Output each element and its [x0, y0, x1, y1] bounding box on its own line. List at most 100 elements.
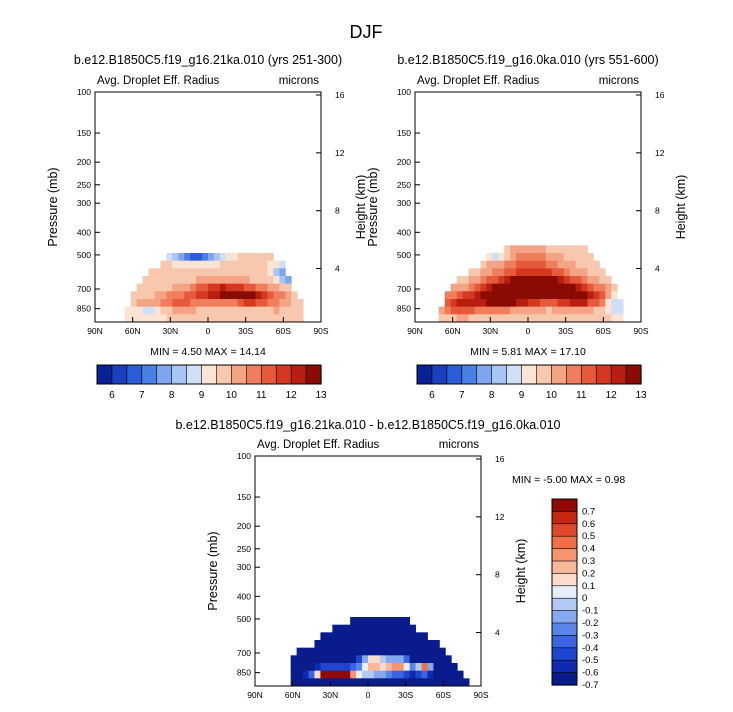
- field-cell: [332, 678, 339, 687]
- field-cell: [498, 314, 505, 323]
- x-tick-label: 60N: [285, 690, 301, 700]
- field-cell: [172, 260, 179, 269]
- field-cell: [290, 655, 298, 664]
- field-cell: [219, 283, 227, 292]
- field-cell: [569, 299, 576, 308]
- colorbar-label: 9: [519, 390, 525, 401]
- field-cell: [350, 632, 357, 641]
- panel-units-label: microns: [279, 75, 320, 87]
- field-cell: [196, 260, 203, 269]
- field-cell: [403, 663, 411, 672]
- field-cell: [545, 283, 553, 292]
- field-cell: [492, 299, 499, 308]
- y-tick-label: 150: [397, 128, 411, 138]
- field-cell: [599, 314, 606, 323]
- field-cell: [356, 670, 363, 679]
- field-cell: [403, 670, 411, 679]
- field-cell: [563, 253, 571, 262]
- field-cell: [439, 670, 446, 679]
- field-cell: [551, 283, 559, 292]
- field-cell: [397, 632, 405, 641]
- field-cell: [362, 640, 369, 649]
- x-tick-label: 60S: [276, 326, 291, 336]
- y-axis-title: Pressure (mb): [46, 167, 60, 246]
- field-cell: [510, 260, 517, 269]
- colorbar-swatch: [551, 610, 578, 624]
- field-cell: [575, 268, 582, 277]
- field-cell: [480, 260, 487, 269]
- field-cell: [611, 314, 618, 323]
- field-cell: [379, 647, 387, 656]
- field-cell: [225, 291, 233, 300]
- field-cell: [581, 245, 588, 254]
- field-cell: [202, 299, 209, 308]
- y-tick-label: 200: [77, 157, 91, 167]
- field-cell: [160, 291, 167, 300]
- colorbar-label: 13: [315, 390, 327, 401]
- field-cell: [397, 647, 405, 656]
- field-cell: [314, 670, 321, 679]
- field-cell: [468, 314, 475, 323]
- field-cell: [593, 268, 600, 277]
- field-cell: [160, 268, 167, 277]
- y-tick-label: 500: [237, 614, 251, 624]
- field-cell: [421, 678, 428, 687]
- field-cell: [445, 663, 452, 672]
- colorbar-swatch: [610, 364, 627, 385]
- field-cell: [255, 291, 262, 300]
- y2-axis-title: Height (km): [674, 175, 688, 240]
- field-cell: [587, 253, 594, 262]
- field-cell: [148, 283, 155, 292]
- field-cell: [202, 253, 209, 262]
- field-cell: [231, 283, 239, 292]
- field-cell: [486, 268, 493, 277]
- colorbar-label: 12: [286, 390, 298, 401]
- field-cell: [368, 624, 375, 633]
- field-cell: [296, 663, 303, 672]
- field-cell: [166, 283, 173, 292]
- colorbar-label: 10: [546, 390, 558, 401]
- colorbar-swatch: [551, 585, 578, 599]
- field-cell: [563, 314, 571, 323]
- field-cell: [415, 632, 422, 641]
- colorbar-swatch: [186, 364, 203, 385]
- y-tick-label: 150: [237, 492, 251, 502]
- field-cell: [557, 253, 565, 262]
- field-cell: [438, 314, 446, 323]
- field-cell: [450, 306, 458, 315]
- field-cell: [148, 291, 155, 300]
- field-cell: [213, 276, 221, 285]
- field-cell: [545, 245, 553, 254]
- field-cell: [385, 624, 393, 633]
- y-tick-label: 300: [237, 562, 251, 572]
- field-cell: [421, 632, 428, 641]
- panel-right: b.e12.B1850C5.f19_g16.0ka.010 (yrs 551-6…: [366, 53, 688, 358]
- field-cell: [421, 640, 428, 649]
- field-cell: [581, 253, 588, 262]
- field-cell: [142, 306, 149, 315]
- field-cell: [208, 299, 215, 308]
- field-cell: [605, 306, 612, 315]
- field-cell: [445, 678, 452, 687]
- field-cell: [344, 632, 351, 641]
- field-cell: [581, 283, 588, 292]
- field-cell: [338, 655, 345, 664]
- y-tick-label: 500: [397, 250, 411, 260]
- colorbar-swatch: [141, 364, 158, 385]
- field-cell: [504, 276, 511, 285]
- field-cell: [332, 663, 339, 672]
- field-cell: [184, 260, 191, 269]
- x-tick-label: 0: [526, 326, 531, 336]
- field-cell: [587, 314, 594, 323]
- field-cell: [261, 283, 268, 292]
- colorbar-swatch: [551, 523, 578, 537]
- field-cell: [451, 663, 458, 672]
- field-cell: [243, 314, 251, 323]
- colorbar-swatch: [536, 364, 552, 385]
- field-cell: [190, 268, 197, 277]
- field-cell: [267, 314, 274, 323]
- field-cell: [379, 670, 387, 679]
- field-cell: [332, 670, 339, 679]
- field-cell: [350, 647, 357, 656]
- field-cell: [338, 678, 345, 687]
